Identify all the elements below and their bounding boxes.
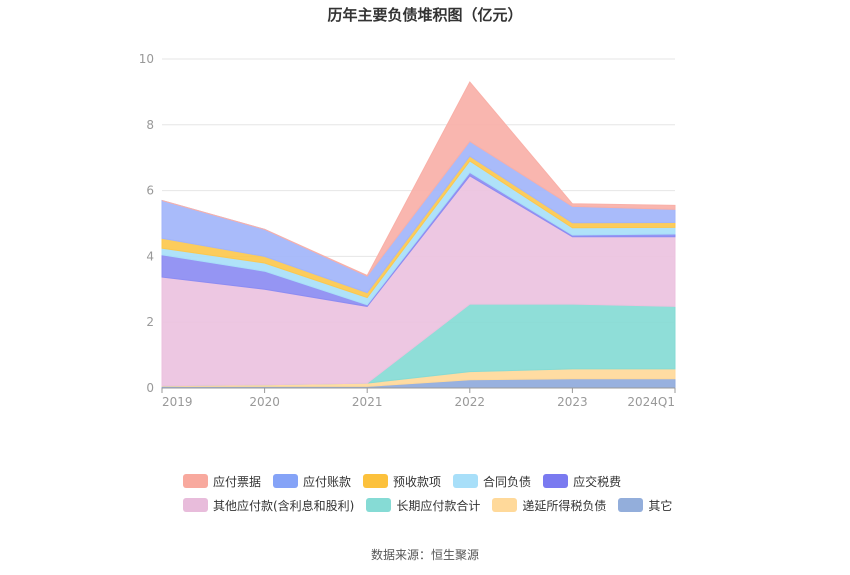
legend-swatch bbox=[183, 498, 208, 512]
legend-label: 其它 bbox=[648, 498, 673, 513]
legend-swatch bbox=[273, 474, 299, 488]
x-tick-label: 2024Q1 bbox=[627, 395, 675, 409]
x-tick-label: 2019 bbox=[162, 395, 193, 409]
legend-label: 合同负债 bbox=[483, 474, 532, 489]
chart-legend: 应付票据 应付账款 预收款项 合同负债 应交税费其他应付款(含利息和股利) 长期应付款合计… bbox=[183, 470, 743, 518]
x-tick-label: 2022 bbox=[455, 395, 486, 409]
legend-swatch bbox=[453, 474, 479, 488]
legend-label: 递延所得税负债 bbox=[522, 498, 607, 513]
x-axis-tick-labels: 2019 2020 2021 2022 2023 2024Q1 bbox=[162, 395, 675, 409]
x-axis bbox=[161, 387, 676, 393]
legend-swatch bbox=[618, 498, 644, 512]
y-tick-label: 6 bbox=[146, 184, 154, 198]
x-tick-label: 2021 bbox=[352, 395, 383, 409]
legend-swatch bbox=[543, 474, 569, 488]
legend-item[interactable]: 其他应付款(含利息和股利) bbox=[183, 497, 354, 514]
legend-swatch bbox=[183, 474, 208, 488]
legend-label: 应交税费 bbox=[573, 474, 622, 489]
legend-item[interactable]: 应付账款 bbox=[273, 473, 351, 490]
legend-item[interactable]: 合同负债 bbox=[453, 473, 531, 490]
y-tick-label: 10 bbox=[139, 52, 154, 66]
legend-row: 应付票据 应付账款 预收款项 合同负债 应交税费 bbox=[183, 470, 743, 492]
y-tick-label: 4 bbox=[146, 249, 154, 263]
legend-item[interactable]: 应付票据 bbox=[183, 473, 261, 490]
y-axis-tick-labels: 0 2 4 6 8 10 bbox=[139, 52, 154, 395]
area-series bbox=[161, 81, 676, 389]
y-tick-label: 8 bbox=[146, 118, 154, 132]
legend-item[interactable]: 应交税费 bbox=[543, 473, 621, 490]
legend-swatch bbox=[366, 498, 392, 512]
legend-swatch bbox=[492, 498, 518, 512]
legend-item[interactable]: 长期应付款合计 bbox=[366, 497, 480, 514]
legend-item[interactable]: 递延所得税负债 bbox=[492, 497, 606, 514]
legend-label: 其他应付款(含利息和股利) bbox=[213, 498, 355, 513]
area-series-8 bbox=[161, 81, 676, 277]
y-tick-label: 2 bbox=[146, 315, 154, 329]
y-tick-label: 0 bbox=[146, 381, 154, 395]
legend-swatch bbox=[363, 474, 389, 488]
x-tick-label: 2020 bbox=[249, 395, 280, 409]
legend-label: 应付票据 bbox=[213, 474, 262, 489]
legend-label: 应付账款 bbox=[303, 474, 352, 489]
legend-item[interactable]: 预收款项 bbox=[363, 473, 441, 490]
legend-row: 其他应付款(含利息和股利) 长期应付款合计 递延所得税负债 其它 bbox=[183, 494, 743, 516]
stacked-area-chart: 0 2 4 6 8 10 2019 2020 2021 2022 2023 2024Q1 bbox=[139, 52, 676, 409]
legend-label: 长期应付款合计 bbox=[396, 498, 481, 513]
data-source: 数据来源：恒生聚源 bbox=[370, 548, 479, 562]
legend-label: 预收款项 bbox=[393, 474, 442, 489]
x-tick-label: 2023 bbox=[557, 395, 588, 409]
legend-item[interactable]: 其它 bbox=[618, 497, 672, 514]
chart-title: 历年主要负债堆积图（亿元） bbox=[327, 6, 523, 24]
